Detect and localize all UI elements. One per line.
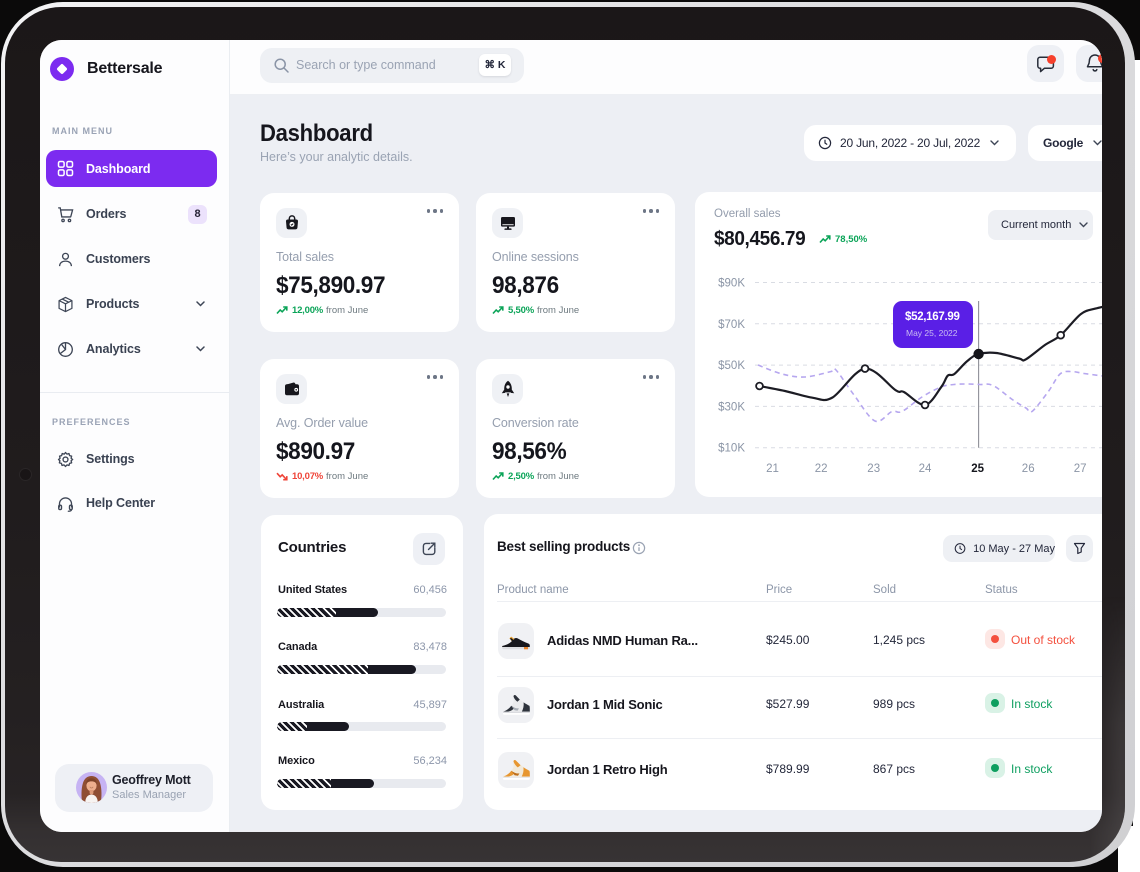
svg-text:26: 26 bbox=[1022, 463, 1035, 475]
svg-text:May 25, 2022: May 25, 2022 bbox=[906, 328, 958, 338]
svg-text:$70K: $70K bbox=[718, 319, 745, 331]
svg-text:22: 22 bbox=[815, 463, 828, 475]
svg-text:$10K: $10K bbox=[718, 443, 745, 455]
svg-text:27: 27 bbox=[1074, 463, 1087, 475]
svg-text:$50K: $50K bbox=[718, 360, 745, 372]
svg-text:24: 24 bbox=[919, 463, 932, 475]
svg-text:23: 23 bbox=[867, 463, 880, 475]
svg-text:$30K: $30K bbox=[718, 401, 745, 413]
svg-text:25: 25 bbox=[971, 463, 984, 475]
svg-text:$52,167.99: $52,167.99 bbox=[905, 311, 960, 323]
svg-text:21: 21 bbox=[766, 463, 779, 475]
svg-text:$90K: $90K bbox=[718, 278, 745, 290]
